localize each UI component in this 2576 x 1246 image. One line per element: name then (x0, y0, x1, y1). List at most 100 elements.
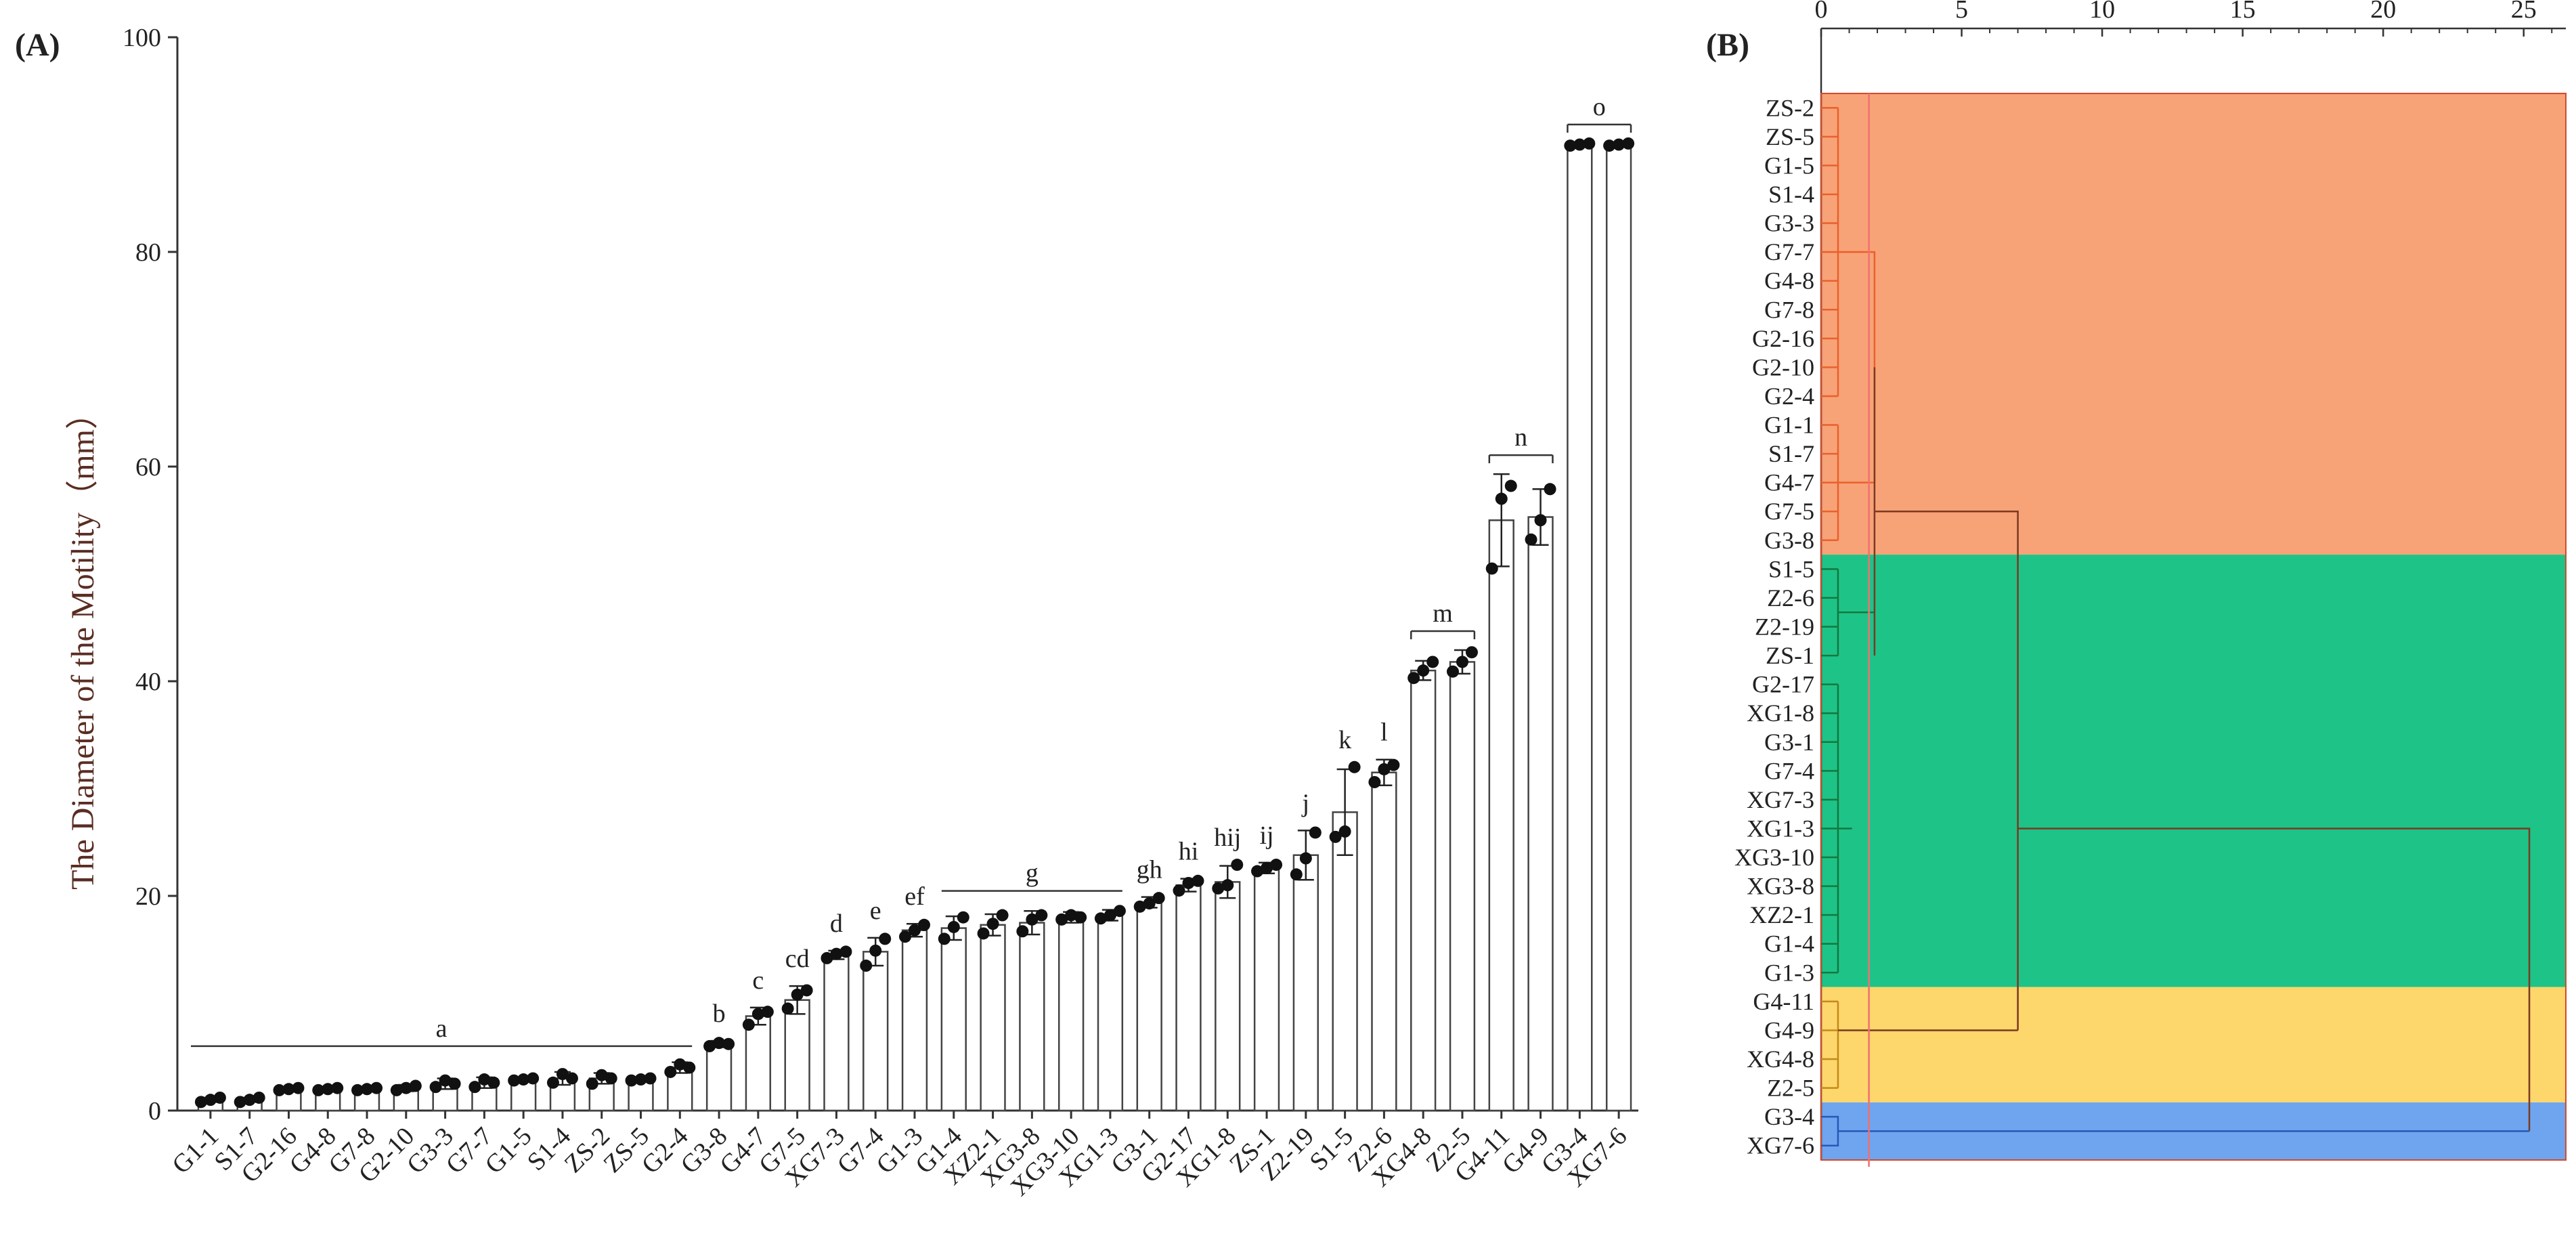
x-tick-label: 10 (2089, 0, 2115, 24)
bar-series (194, 137, 1635, 1112)
data-point (487, 1076, 500, 1089)
leaf-label: G3-8 (1764, 527, 1814, 554)
data-point (331, 1081, 344, 1094)
data-point (1348, 760, 1361, 773)
cluster-1-band (1821, 93, 2566, 555)
bar (1527, 516, 1554, 1112)
data-point (1113, 905, 1126, 918)
data-point (1173, 884, 1185, 897)
data-point (351, 1083, 364, 1096)
data-point (742, 1018, 755, 1031)
bar (1253, 867, 1280, 1112)
data-point (1603, 139, 1616, 152)
data-point (977, 927, 990, 940)
significance-letter: o (1593, 93, 1606, 121)
data-point (370, 1081, 383, 1094)
data-point (478, 1073, 491, 1086)
data-point (399, 1081, 412, 1094)
bar (1215, 881, 1241, 1112)
data-point (1261, 861, 1273, 874)
bar (705, 1043, 733, 1112)
data-point (839, 945, 852, 958)
significance-letter: m (1433, 599, 1453, 628)
data-point (1133, 900, 1146, 913)
significance-letter: a (436, 1014, 447, 1043)
leaf-label: G2-10 (1752, 353, 1814, 381)
data-point (634, 1073, 647, 1086)
leaf-label: G2-16 (1752, 325, 1814, 352)
data-point (1104, 909, 1116, 922)
leaf-label: XG3-8 (1747, 873, 1814, 900)
bar (940, 927, 967, 1112)
data-point (1564, 139, 1577, 152)
leaf-label: G1-5 (1764, 152, 1814, 179)
significance-letter: c (752, 966, 764, 995)
data-point (703, 1039, 716, 1052)
data-point (1290, 868, 1303, 881)
data-point (821, 951, 833, 964)
data-point (517, 1073, 530, 1086)
data-point (1055, 913, 1068, 926)
x-tick-label: 0 (1815, 0, 1828, 24)
data-point (957, 911, 969, 924)
leaf-label: G4-7 (1764, 469, 1814, 496)
data-point (1534, 514, 1547, 527)
leaf-label: S1-4 (1768, 181, 1814, 208)
data-point (243, 1094, 256, 1107)
panel-a-axes: 0 20 40 60 80 100 (123, 24, 1638, 1125)
leaf-label: Z2-19 (1755, 614, 1814, 641)
bar (1292, 854, 1319, 1112)
branch (1874, 510, 2019, 1031)
y-tick-label: 0 (148, 1097, 161, 1125)
data-point (791, 988, 804, 1001)
data-point (830, 947, 843, 960)
leaf-label: G4-8 (1764, 267, 1814, 295)
data-point (1495, 492, 1508, 505)
bar (863, 951, 889, 1112)
y-tick-label: 80 (135, 238, 161, 267)
data-point (1016, 925, 1029, 938)
data-point (448, 1077, 461, 1090)
data-point (390, 1083, 403, 1096)
leaf-label: G1-1 (1764, 412, 1814, 439)
data-point (556, 1068, 569, 1081)
data-point (1329, 830, 1342, 843)
bar (1567, 144, 1593, 1112)
data-point (1221, 879, 1234, 892)
y-axis-title: The Diameter of the Motility（mm） (65, 397, 101, 890)
leaf-label: XG7-6 (1747, 1132, 1814, 1159)
data-point (586, 1077, 598, 1090)
leaf-label: XG4-8 (1747, 1046, 1814, 1073)
leaf-label: S1-5 (1768, 555, 1814, 582)
y-tick-label: 60 (135, 453, 161, 481)
data-point (909, 924, 921, 937)
data-point (986, 918, 999, 930)
bar (1136, 901, 1162, 1112)
data-point (361, 1083, 374, 1096)
leaf-label: G1-4 (1764, 930, 1814, 958)
x-tick-label: 15 (2230, 0, 2256, 24)
data-point (1270, 859, 1283, 872)
data-point (1231, 859, 1244, 872)
y-tick-label: 40 (135, 668, 161, 696)
data-point (1504, 479, 1517, 492)
significance-letter: n (1514, 423, 1527, 452)
significance-letter: hi (1179, 838, 1199, 866)
data-point (409, 1079, 422, 1092)
data-point (1192, 874, 1204, 887)
data-point (918, 918, 930, 931)
leaf-label: XG7-3 (1747, 786, 1814, 813)
data-point (644, 1072, 657, 1085)
leaf-label: XG1-8 (1747, 700, 1814, 727)
data-point (1417, 664, 1430, 677)
significance-letter: b (713, 1000, 726, 1028)
significance-letter: gh (1137, 856, 1162, 884)
data-point (439, 1074, 452, 1087)
data-point (1465, 646, 1478, 659)
leaf-label: G7-4 (1764, 757, 1814, 784)
significance-letter: ef (904, 882, 925, 911)
data-point (683, 1061, 696, 1074)
data-point (1251, 865, 1264, 878)
significance-letter: hij (1214, 823, 1241, 852)
data-point (282, 1083, 295, 1096)
